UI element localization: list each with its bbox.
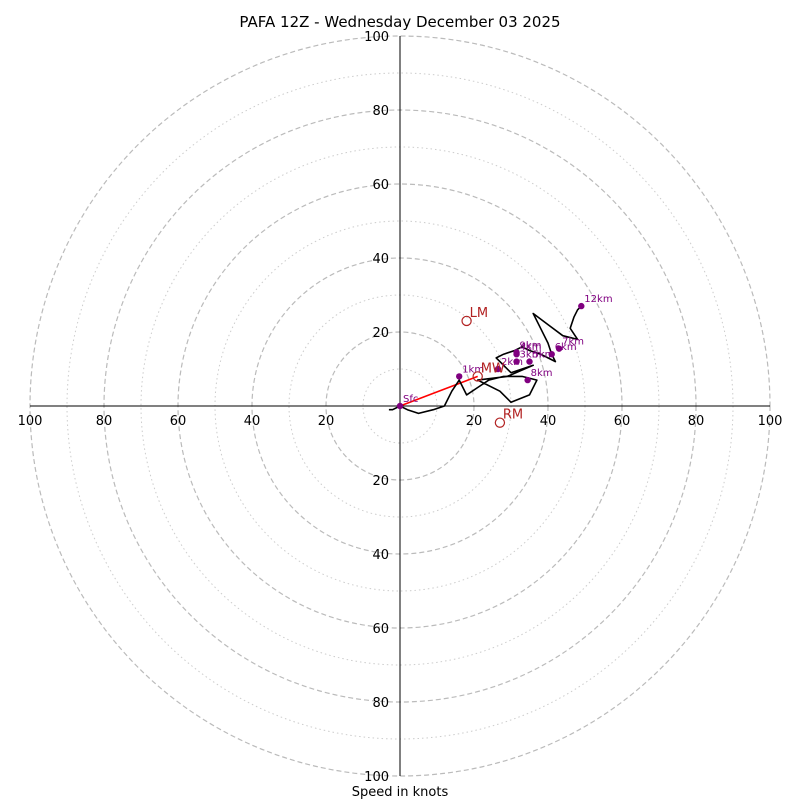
x-tick-left-100: 100 — [18, 414, 43, 429]
trace-layer — [388, 305, 582, 415]
height-marker-8km — [524, 376, 531, 384]
height-marker-5km — [526, 358, 533, 365]
x-tick-left-20: 20 — [318, 414, 335, 429]
height-label-9km: 9km — [520, 340, 542, 351]
motion-marker-lm — [461, 315, 472, 327]
motion-label-lm: LM — [470, 306, 488, 321]
x-tick-right-20: 20 — [466, 414, 483, 429]
height-marker-sfc — [396, 402, 404, 410]
height-marker-12km — [578, 302, 585, 310]
y-tick-bottom-40: 40 — [372, 548, 389, 563]
y-tick-top-20: 20 — [372, 326, 389, 341]
motion-marker-rm — [494, 417, 506, 428]
x-tick-right-100: 100 — [758, 414, 783, 429]
height-label-6km: 6km — [555, 342, 577, 353]
tick-labels-layer: 100 80 60 40 20 20 40 60 80 100 100 80 60 40 20 20 40 60 8… — [18, 30, 783, 785]
y-tick-top-100: 100 — [364, 30, 389, 45]
height-marker-3km — [513, 358, 520, 365]
storm-motion-layer: LM MW RM — [461, 306, 523, 428]
y-tick-top-40: 40 — [372, 252, 389, 267]
chart-title: PAFA 12Z - Wednesday December 03 2025 — [239, 13, 560, 31]
x-tick-right-60: 60 — [614, 414, 631, 429]
shear-layer — [399, 375, 478, 407]
height-label-5km: 5km — [533, 350, 555, 361]
height-marker-6km — [548, 351, 555, 358]
height-marker-9km — [513, 349, 520, 356]
height-marker-7km — [555, 345, 563, 352]
motion-label-rm: RM — [503, 408, 523, 423]
height-marker-1km — [456, 373, 463, 380]
x-tick-left-80: 80 — [96, 414, 113, 429]
motion-label-mw: MW — [481, 361, 505, 376]
hodograph-trace — [388, 305, 582, 415]
height-label-4km: 4km — [520, 342, 542, 353]
x-axis-label: Speed in knots — [352, 785, 449, 800]
x-tick-right-80: 80 — [688, 414, 705, 429]
height-label-sfc: Sfc — [403, 394, 418, 405]
x-tick-right-40: 40 — [540, 414, 557, 429]
y-tick-bottom-80: 80 — [372, 696, 389, 711]
y-tick-top-60: 60 — [372, 178, 389, 193]
y-tick-top-80: 80 — [372, 104, 389, 119]
height-label-12km: 12km — [584, 294, 612, 305]
y-tick-bottom-60: 60 — [372, 622, 389, 637]
motion-marker-mw — [472, 371, 483, 382]
height-label-2km: 2km — [501, 357, 523, 368]
x-tick-left-40: 40 — [244, 414, 261, 429]
height-label-1km: 1km — [462, 364, 484, 375]
y-tick-bottom-20: 20 — [372, 474, 389, 489]
x-tick-left-60: 60 — [170, 414, 187, 429]
height-label-3km: 3km — [520, 350, 542, 361]
y-tick-bottom-100: 100 — [364, 770, 389, 785]
height-marker-2km — [494, 365, 502, 373]
height-label-8km: 8km — [531, 368, 553, 379]
shear-vector — [399, 375, 478, 407]
height-label-7km: 7km — [562, 337, 584, 348]
